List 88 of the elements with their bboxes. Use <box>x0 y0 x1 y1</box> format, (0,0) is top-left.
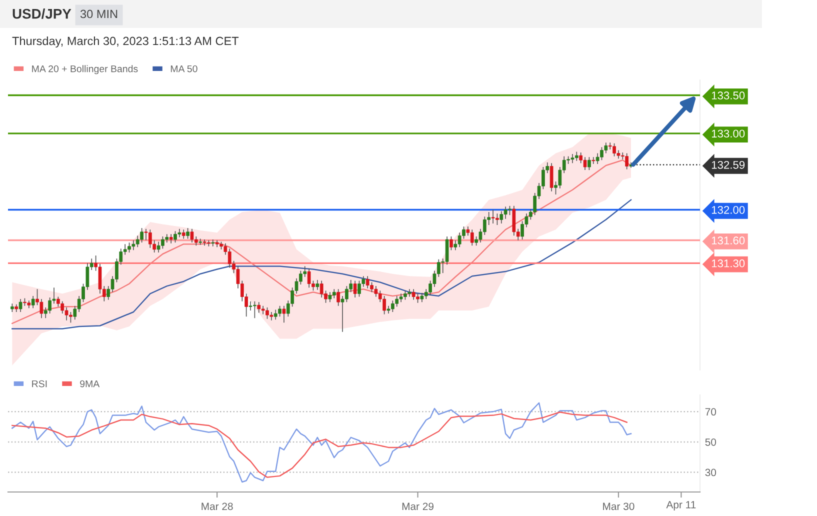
y-tick-label: 132.59 <box>712 160 745 169</box>
candlestick <box>370 282 374 293</box>
candlestick <box>60 300 64 314</box>
line-series <box>12 412 628 478</box>
line-series <box>12 402 632 483</box>
x-tick-label: Mar 28 <box>202 502 233 510</box>
candlestick <box>588 156 591 170</box>
y-tick-label: 133.00 <box>712 130 745 138</box>
candlestick <box>508 206 512 216</box>
x-tick-label: Mar 29 <box>402 502 434 510</box>
text: Apr 11 <box>666 501 696 510</box>
candlestick <box>132 240 136 251</box>
y-tick-label: 131.60 <box>712 236 745 244</box>
candlestick <box>574 151 578 162</box>
candlestick <box>358 280 361 298</box>
y-tick-label: 131.30 <box>712 259 745 268</box>
legend-label: 9MA <box>80 380 100 388</box>
candlestick <box>412 288 416 300</box>
candlestick <box>395 296 399 308</box>
x-tick-label: Mar 30 <box>603 502 634 510</box>
candlestick <box>491 209 495 224</box>
candlestick <box>31 296 35 309</box>
candlestick <box>604 142 608 154</box>
candlestick <box>182 229 186 240</box>
candlestick <box>156 241 160 253</box>
candlestick <box>458 232 462 248</box>
candlestick <box>198 238 202 246</box>
candlestick <box>282 305 286 324</box>
candlestick <box>228 248 232 268</box>
candlestick <box>504 206 508 220</box>
candlestick <box>274 309 278 320</box>
candlestick <box>600 146 604 161</box>
legend-label: RSI <box>32 380 47 388</box>
candlestick <box>608 142 612 150</box>
legend-label: MA 50 <box>170 65 198 72</box>
chart-subtitle: 30 MIN <box>80 10 118 18</box>
candlestick <box>332 288 336 299</box>
candlestick <box>570 154 574 164</box>
chart-title: USD/JPY <box>12 8 72 19</box>
y-tick-label: 30 <box>705 468 716 476</box>
candlestick <box>307 268 311 288</box>
candlestick <box>416 293 420 304</box>
candlestick <box>353 280 357 298</box>
candlestick <box>186 228 190 240</box>
candlestick <box>98 264 102 294</box>
candlestick <box>512 206 516 236</box>
candlestick <box>500 210 504 224</box>
candlestick <box>257 302 261 314</box>
candlestick <box>40 298 44 319</box>
candlestick <box>266 307 269 320</box>
candlestick <box>140 228 144 243</box>
candlestick <box>382 296 386 315</box>
candlestick <box>550 162 554 192</box>
candlestick <box>56 296 60 308</box>
candlestick <box>248 300 252 311</box>
candlestick <box>579 152 583 164</box>
text: Thursday, March 30, 2023 1:51:13 AM CET <box>12 36 239 48</box>
candlestick <box>316 280 320 290</box>
candlestick <box>169 234 173 244</box>
candlestick <box>211 239 215 247</box>
legend-label: MA 20 + Bollinger Bands <box>32 65 138 74</box>
candlestick <box>328 292 332 302</box>
y-tick-label: 132.00 <box>712 206 745 214</box>
candlestick <box>18 298 22 312</box>
candlestick <box>374 286 378 298</box>
y-tick-label: 133.50 <box>712 92 745 100</box>
y-tick-label: 50 <box>705 438 716 446</box>
candlestick <box>128 242 131 253</box>
candlestick <box>190 228 194 243</box>
line-series <box>12 199 632 330</box>
candlestick <box>596 152 600 164</box>
candlestick <box>404 290 407 300</box>
candlestick <box>174 230 177 243</box>
candlestick <box>625 152 628 170</box>
candlestick <box>136 235 140 248</box>
candlestick <box>336 288 340 306</box>
candlestick <box>454 240 458 251</box>
candlestick <box>420 292 424 302</box>
candlestick <box>148 229 152 248</box>
candlestick <box>470 229 474 246</box>
candlestick <box>202 239 206 246</box>
candlestick <box>450 236 453 251</box>
y-tick-label: 70 <box>705 408 716 416</box>
candlestick <box>592 156 596 164</box>
candlestick <box>320 280 324 298</box>
candlestick <box>583 156 587 170</box>
candlestick <box>366 276 370 289</box>
candlestick <box>278 305 282 317</box>
